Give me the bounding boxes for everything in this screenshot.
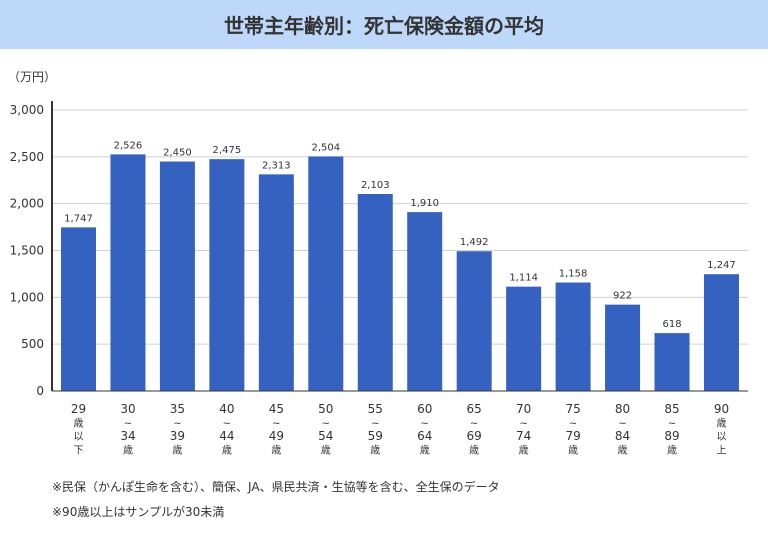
bar	[308, 156, 344, 391]
x-tick-label: 歳	[370, 445, 380, 457]
x-tick-label: 歳	[222, 445, 232, 457]
x-tick-label: 54	[318, 429, 333, 443]
x-tick-label: 以	[716, 432, 726, 443]
x-tick-label: 下	[74, 446, 84, 457]
x-tick-label: 30	[120, 402, 135, 416]
data-label: 1,492	[460, 237, 489, 248]
x-tick-label: 歳	[618, 445, 628, 457]
y-tick-label: 2,000	[10, 197, 44, 211]
x-tick-label: 90	[714, 402, 729, 416]
y-tick-label: 0	[36, 384, 44, 398]
x-tick-label: 歳	[271, 445, 281, 457]
data-label: 922	[613, 291, 632, 302]
data-label: 2,103	[361, 180, 390, 191]
x-tick-label: 歳	[420, 445, 430, 457]
y-tick-label: 2,500	[10, 150, 44, 164]
x-tick-label: 歳	[519, 445, 529, 457]
x-tick-label: ~	[569, 419, 577, 430]
bar	[209, 159, 245, 391]
x-tick-label: 39	[170, 429, 185, 443]
bar	[605, 304, 641, 391]
data-label: 2,313	[262, 160, 291, 171]
footnote-1: ※民保（かんぽ生命を含む）、簡保、JA、県民共済・生協等を含む、全生保のデータ	[52, 480, 500, 494]
x-tick-label: 69	[467, 429, 482, 443]
x-tick-label: 60	[417, 402, 432, 416]
x-tick-label: 85	[664, 402, 679, 416]
x-tick-label: ~	[124, 419, 132, 430]
x-tick-label: 34	[120, 429, 135, 443]
x-tick-label: 75	[565, 402, 580, 416]
x-tick-label: ~	[470, 419, 478, 430]
bar	[61, 227, 96, 391]
x-tick-label: 歳	[172, 445, 182, 457]
y-tick-label: 3,000	[10, 103, 44, 117]
x-tick-label: ~	[272, 419, 280, 430]
data-label: 2,526	[114, 140, 143, 151]
x-tick-label: 上	[716, 445, 726, 457]
x-tick-label: 55	[368, 402, 383, 416]
data-label: 1,747	[64, 213, 93, 224]
title-bar: 世帯主年齢別：死亡保険金額の平均	[0, 0, 768, 49]
data-label: 2,450	[163, 148, 192, 159]
data-label: 1,158	[559, 269, 588, 280]
x-tick-label: 歳	[469, 445, 479, 457]
x-tick-label: ~	[668, 419, 676, 430]
x-tick-label: ~	[618, 419, 626, 430]
data-label: 2,504	[311, 142, 340, 153]
data-label: 1,247	[707, 260, 736, 271]
bar	[407, 212, 443, 391]
x-tick-label: 歳	[74, 418, 84, 430]
y-tick-label: 1,500	[10, 244, 44, 258]
x-tick-label: 歳	[667, 445, 677, 457]
x-tick-label: 35	[170, 402, 185, 416]
bar	[110, 154, 146, 391]
x-tick-label: 80	[615, 402, 630, 416]
data-label: 1,910	[410, 198, 439, 209]
bar	[258, 174, 294, 391]
bar	[555, 282, 591, 391]
x-tick-label: 歳	[321, 445, 331, 457]
x-tick-label: 59	[368, 429, 383, 443]
y-tick-label: 500	[21, 337, 44, 351]
x-tick-label: ~	[371, 419, 379, 430]
x-tick-label: 以	[74, 432, 84, 443]
data-label: 2,475	[213, 145, 242, 156]
x-tick-label: 64	[417, 429, 432, 443]
bar	[506, 286, 542, 391]
y-axis-unit: （万円）	[8, 70, 57, 84]
x-tick-label: 84	[615, 429, 630, 443]
bar	[357, 194, 393, 391]
x-tick-label: 70	[516, 402, 531, 416]
x-tick-label: 79	[565, 429, 580, 443]
x-tick-label: ~	[322, 419, 330, 430]
x-tick-label: 歳	[716, 418, 726, 430]
x-tick-label: 29	[71, 402, 86, 416]
bar	[159, 161, 195, 391]
bar	[456, 251, 492, 391]
x-tick-label: ~	[173, 419, 181, 430]
x-tick-label: 44	[219, 429, 234, 443]
x-tick-label: 歳	[568, 445, 578, 457]
data-label: 1,114	[509, 273, 538, 284]
x-tick-label: 40	[219, 402, 234, 416]
bar	[654, 333, 690, 391]
bar	[703, 274, 739, 391]
x-tick-label: ~	[421, 419, 429, 430]
footnote-2: ※90歳以上はサンプルが30未満	[52, 505, 225, 519]
x-tick-label: 74	[516, 429, 531, 443]
x-tick-label: 歳	[123, 445, 133, 457]
x-tick-label: 65	[467, 402, 482, 416]
x-tick-label: 89	[664, 429, 679, 443]
x-tick-label: 50	[318, 402, 333, 416]
x-tick-label: ~	[519, 419, 527, 430]
x-tick-label: 49	[269, 429, 284, 443]
data-label: 618	[662, 319, 681, 330]
x-tick-label: ~	[223, 419, 231, 430]
chart-title: 世帯主年齢別：死亡保険金額の平均	[224, 14, 544, 38]
x-tick-label: 45	[269, 402, 284, 416]
y-tick-label: 1,000	[10, 290, 44, 304]
